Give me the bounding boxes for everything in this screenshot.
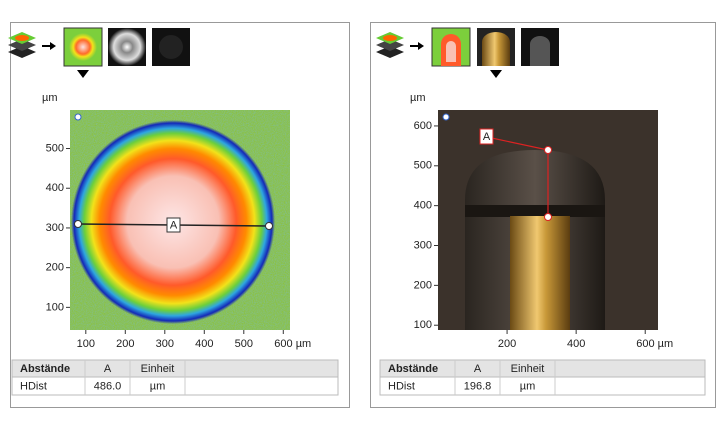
table-row-bg: [379, 376, 706, 396]
table-cell: µm: [520, 380, 536, 392]
plots: µm 100 200 300 400 500 600 µm 100 200 300 400 500 A A…: [11, 92, 706, 396]
table-cell: 486.0: [94, 380, 122, 392]
x-tick-label: 600 µm: [274, 338, 311, 350]
origin-dot: [442, 113, 450, 121]
table-header: Einheit: [141, 363, 175, 375]
y-unit: µm: [42, 92, 58, 104]
table-header: Abstände: [388, 363, 438, 375]
x-tick-label: 300: [156, 338, 174, 350]
thumbnail[interactable]: [108, 28, 146, 66]
panel-frames: [10, 22, 716, 408]
x-tick-label: 100: [77, 338, 95, 350]
measure-point: [544, 146, 552, 154]
y-tick-label: 400: [414, 200, 432, 212]
marker-box: [166, 217, 181, 233]
marker-label: A: [483, 131, 491, 143]
x-tick-label: 200: [116, 338, 134, 350]
table-header: Abstände: [20, 363, 70, 375]
y-tick-label: 500: [414, 160, 432, 172]
y-tick-label: 600: [414, 120, 432, 132]
y-unit: µm: [410, 92, 426, 104]
marker-box: [479, 128, 494, 145]
y-tick-label: 200: [46, 262, 64, 274]
y-tick-label: 500: [46, 142, 64, 154]
table-cell: HDist: [388, 380, 415, 392]
marker-label: A: [170, 219, 178, 231]
y-tick-label: 400: [46, 182, 64, 194]
y-tick-label: 300: [414, 239, 432, 251]
table-header: Einheit: [511, 363, 545, 375]
origin-dot: [74, 113, 82, 121]
x-tick-label: 400: [567, 338, 585, 350]
x-tick-label: 200: [498, 338, 516, 350]
y-tick-label: 100: [46, 301, 64, 313]
y-tick-label: 200: [414, 279, 432, 291]
y-tick-label: 300: [46, 222, 64, 234]
y-tick-label: 100: [414, 319, 432, 331]
left-toolbar: [8, 27, 190, 78]
table-cell: 196.8: [464, 380, 492, 392]
measure-point: [74, 220, 82, 228]
table-row-bg: [11, 376, 339, 396]
table-header: A: [104, 363, 112, 375]
measure-point: [544, 213, 552, 221]
right-toolbar: [376, 27, 559, 78]
measure-point: [265, 222, 273, 230]
x-tick-label: 500: [235, 338, 253, 350]
table-cell: HDist: [20, 380, 47, 392]
table-header: A: [474, 363, 482, 375]
table-cell: µm: [150, 380, 166, 392]
x-tick-label: 600 µm: [636, 338, 673, 350]
x-tick-label: 400: [195, 338, 213, 350]
